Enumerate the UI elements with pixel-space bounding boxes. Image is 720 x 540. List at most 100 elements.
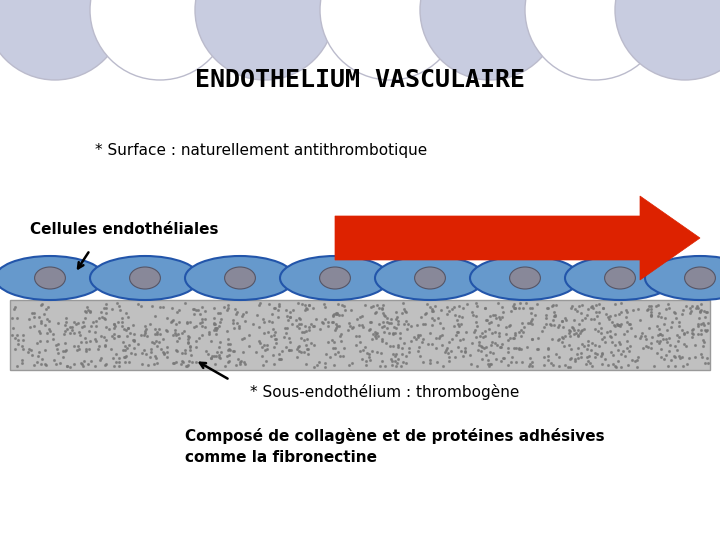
Point	[540, 319, 552, 328]
Point	[510, 303, 521, 312]
Point	[116, 321, 127, 330]
Point	[48, 355, 60, 364]
Point	[610, 329, 621, 338]
Point	[644, 302, 655, 310]
Point	[577, 340, 588, 349]
Point	[263, 316, 274, 325]
Point	[272, 306, 284, 314]
Point	[158, 350, 170, 359]
Point	[567, 323, 579, 332]
Point	[364, 318, 376, 326]
Point	[532, 334, 544, 342]
Point	[283, 346, 294, 354]
Point	[61, 361, 73, 370]
Point	[281, 324, 292, 333]
Point	[559, 332, 571, 340]
Point	[377, 357, 388, 366]
Point	[400, 316, 412, 325]
Point	[419, 309, 431, 318]
Point	[112, 299, 123, 308]
Point	[523, 361, 535, 370]
Point	[16, 342, 27, 350]
Point	[260, 346, 271, 355]
Point	[253, 322, 265, 331]
Point	[385, 319, 397, 328]
Point	[81, 338, 92, 347]
Point	[620, 305, 631, 314]
Point	[178, 327, 189, 336]
Point	[398, 339, 410, 347]
Point	[128, 344, 140, 353]
Point	[583, 352, 595, 361]
Point	[17, 330, 28, 339]
Point	[261, 344, 273, 353]
Point	[590, 308, 602, 316]
Point	[318, 300, 330, 308]
Point	[200, 347, 212, 355]
Point	[653, 325, 665, 333]
Point	[148, 360, 160, 368]
Point	[395, 328, 406, 337]
Point	[526, 335, 538, 343]
Point	[293, 319, 305, 328]
Point	[494, 332, 505, 340]
Point	[480, 315, 491, 324]
Point	[541, 310, 552, 319]
Point	[539, 323, 550, 332]
Point	[77, 362, 89, 371]
Point	[569, 330, 580, 339]
Point	[505, 357, 517, 366]
Point	[117, 314, 128, 323]
Point	[531, 345, 543, 353]
Point	[587, 302, 598, 310]
Point	[652, 311, 664, 320]
Point	[76, 359, 88, 368]
Point	[455, 320, 467, 328]
Point	[435, 306, 446, 314]
Point	[68, 328, 80, 337]
Point	[243, 341, 255, 350]
Point	[280, 328, 292, 337]
Point	[99, 361, 110, 369]
Point	[211, 348, 222, 356]
Point	[230, 361, 242, 369]
Point	[438, 347, 450, 356]
Point	[702, 359, 714, 368]
Point	[669, 353, 680, 361]
Point	[80, 307, 91, 315]
Point	[490, 314, 502, 322]
Point	[210, 324, 221, 333]
Point	[65, 362, 76, 371]
Point	[330, 308, 341, 317]
Point	[618, 329, 630, 338]
Point	[300, 322, 311, 330]
Point	[230, 309, 242, 318]
Ellipse shape	[320, 267, 351, 289]
Point	[443, 338, 454, 346]
Point	[176, 329, 187, 338]
Point	[22, 348, 34, 356]
Point	[193, 305, 204, 314]
Point	[39, 345, 50, 354]
Point	[71, 320, 82, 328]
Text: ENDOTHELIUM VASCULAIRE: ENDOTHELIUM VASCULAIRE	[195, 68, 525, 92]
Point	[441, 310, 453, 319]
Point	[570, 305, 581, 313]
Point	[477, 332, 488, 341]
Point	[17, 336, 29, 345]
Point	[618, 346, 629, 355]
Point	[654, 336, 666, 345]
Point	[498, 354, 509, 362]
Point	[269, 331, 280, 340]
Point	[189, 305, 200, 313]
Point	[681, 360, 693, 369]
Point	[371, 308, 382, 316]
Point	[258, 329, 270, 338]
Point	[253, 337, 264, 346]
Point	[256, 343, 268, 352]
Point	[128, 337, 140, 346]
Point	[140, 322, 151, 330]
Point	[438, 323, 449, 332]
Point	[347, 322, 359, 331]
Point	[679, 329, 690, 338]
